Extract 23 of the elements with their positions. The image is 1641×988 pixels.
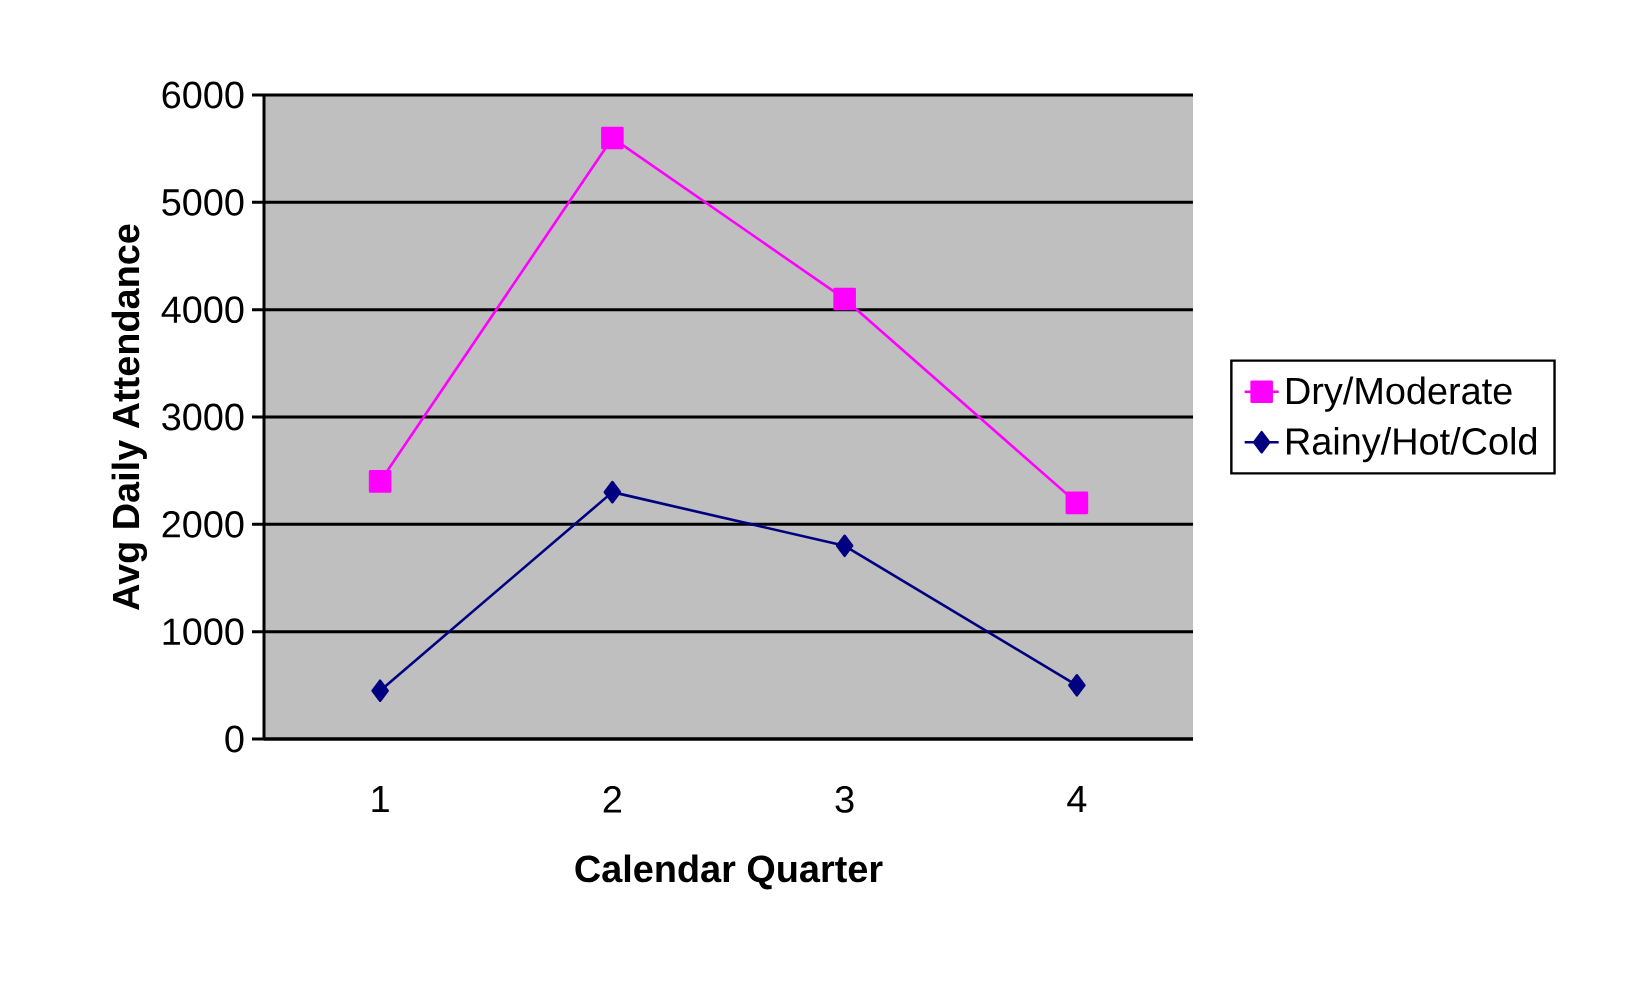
point xyxy=(601,126,624,150)
y-tick-label: 0 xyxy=(225,725,244,753)
point xyxy=(1068,674,1086,697)
point xyxy=(368,470,392,493)
y-axis-title: Avg Daily Attendance xyxy=(111,224,148,610)
legend-label: Dry/Moderate xyxy=(1287,376,1512,412)
legend-label: Rainy/Hot/Cold xyxy=(1287,426,1537,463)
x-axis-title: Calendar Quarter xyxy=(575,854,883,890)
y-tick-label: 6000 xyxy=(162,81,244,109)
x-tick-label: 2 xyxy=(603,786,622,813)
x-tick-label: 3 xyxy=(835,786,854,813)
y-tick-label: 3000 xyxy=(162,403,244,431)
y-tick-label: 1000 xyxy=(163,618,244,646)
x-tick-label: 4 xyxy=(1067,786,1087,813)
y-tick-label: 2000 xyxy=(162,510,244,538)
y-tick-label: 4000 xyxy=(161,296,244,324)
y-tick-label: 5000 xyxy=(162,188,244,216)
point xyxy=(835,534,854,558)
point xyxy=(603,480,622,504)
point xyxy=(1065,491,1089,515)
point xyxy=(371,679,389,702)
point xyxy=(833,287,856,311)
x-tick-label: 1 xyxy=(372,786,389,813)
